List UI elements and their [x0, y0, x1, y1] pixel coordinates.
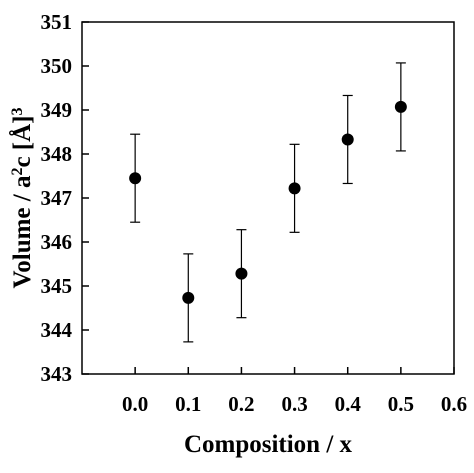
y-axis-label: Volume / a2c [Å]3 [8, 107, 36, 288]
y-label-sup-2: 2 [9, 168, 26, 176]
y-label-mid: c [ [9, 142, 36, 168]
data-point [129, 172, 142, 185]
data-series [129, 62, 407, 343]
x-tick-label: 0.0 [122, 392, 148, 416]
x-tick-label: 0.5 [388, 392, 414, 416]
x-tick-label: 0.3 [281, 392, 307, 416]
data-point [235, 267, 248, 280]
y-tick-label: 351 [41, 10, 73, 34]
y-tick-label: 347 [41, 186, 73, 210]
x-tick-label: 0.1 [175, 392, 201, 416]
y-tick-label: 345 [41, 274, 73, 298]
y-tick-label: 344 [41, 318, 73, 342]
plot-frame [81, 21, 455, 375]
x-axis-label: Composition / x [184, 431, 353, 458]
data-point-group [288, 143, 301, 233]
y-tick-label: 348 [41, 142, 73, 166]
x-axis: 0.0 0.1 0.2 0.3 0.4 0.5 0.6 [122, 367, 467, 416]
x-tick-label: 0.4 [335, 392, 362, 416]
data-point-group [341, 94, 354, 185]
y-label-unit: Å [8, 124, 36, 142]
y-axis: 343 344 345 346 347 348 349 350 351 [41, 10, 89, 386]
y-label-close: ] [9, 115, 36, 123]
y-tick-label: 346 [41, 230, 73, 254]
data-point-group [235, 229, 248, 319]
y-tick-label: 349 [41, 98, 73, 122]
y-tick-label: 350 [41, 54, 73, 78]
data-point [182, 291, 195, 304]
data-point [394, 100, 407, 113]
x-tick-label: 0.2 [228, 392, 254, 416]
y-label-prefix: Volume / a [9, 175, 36, 288]
data-point-group [394, 62, 407, 152]
y-label-sup-3: 3 [9, 107, 26, 115]
data-point [288, 182, 301, 195]
data-point-group [182, 253, 195, 343]
data-point-group [129, 133, 142, 223]
data-point [341, 133, 354, 146]
y-tick-label: 343 [41, 362, 73, 386]
x-tick-label: 0.6 [441, 392, 467, 416]
